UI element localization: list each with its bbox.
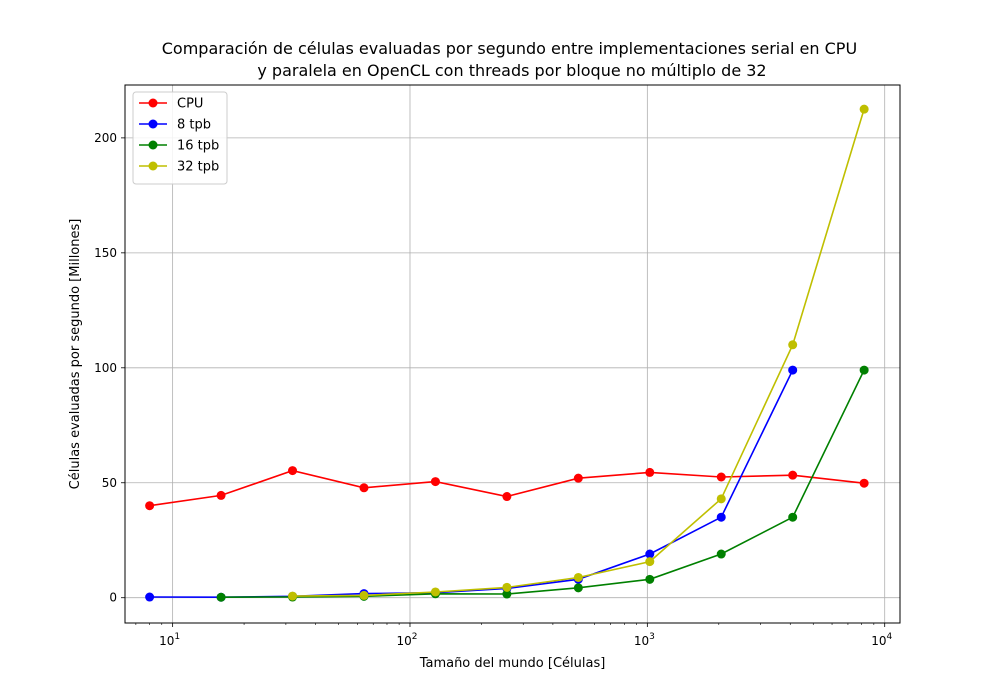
data-point-8-tpb <box>788 365 798 375</box>
legend-marker <box>148 119 158 129</box>
data-point-cpu <box>145 501 155 511</box>
data-point-32-tpb <box>716 494 726 504</box>
chart-title-line-2: y paralela en OpenCL con threads por blo… <box>257 61 766 80</box>
series-line-32-tpb <box>292 108 865 597</box>
data-point-16-tpb <box>645 574 655 584</box>
data-point-cpu <box>859 478 869 488</box>
x-tick-label: 102 <box>396 632 417 648</box>
data-point-32-tpb <box>573 572 583 582</box>
data-point-cpu <box>788 470 798 480</box>
y-tick-label: 50 <box>102 476 117 490</box>
data-point-32-tpb <box>430 587 440 597</box>
y-tick-label: 0 <box>109 591 117 605</box>
data-point-16-tpb <box>216 592 226 602</box>
y-tick-label: 100 <box>94 361 117 375</box>
legend-label: 32 tpb <box>177 160 219 175</box>
data-point-cpu <box>716 472 726 482</box>
data-point-32-tpb <box>502 582 512 592</box>
data-point-32-tpb <box>288 591 298 601</box>
legend-label: 16 tpb <box>177 139 219 154</box>
data-point-cpu <box>359 483 369 493</box>
data-point-32-tpb <box>359 590 369 600</box>
data-point-cpu <box>645 467 655 477</box>
data-point-16-tpb <box>573 583 583 593</box>
data-point-32-tpb <box>859 104 869 114</box>
legend-item-16-tpb: 16 tpb <box>139 139 219 154</box>
y-tick-label: 200 <box>94 131 117 145</box>
chart-title: Comparación de células evaluadas por seg… <box>162 39 863 80</box>
plot-area <box>124 84 901 624</box>
legend-item-cpu: CPU <box>139 97 203 112</box>
data-point-16-tpb <box>859 365 869 375</box>
legend-item-32-tpb: 32 tpb <box>139 160 219 175</box>
data-point-16-tpb <box>716 549 726 559</box>
legend-marker <box>148 161 158 171</box>
data-point-cpu <box>573 473 583 483</box>
legend-box <box>132 91 228 185</box>
chart-title-line-1: Comparación de células evaluadas por seg… <box>162 39 857 58</box>
y-axis-label: Células evaluadas por segundo [Millones] <box>68 219 83 490</box>
data-point-cpu <box>430 477 440 487</box>
data-point-32-tpb <box>788 340 798 350</box>
data-point-8-tpb <box>145 592 155 602</box>
x-tick-label: 103 <box>634 632 655 648</box>
legend-label: 8 tpb <box>177 118 211 133</box>
series-layer <box>145 104 869 602</box>
legend: CPU 8 tpb 16 tpb 32 tpb <box>132 91 228 185</box>
data-point-cpu <box>288 466 298 476</box>
data-point-cpu <box>502 492 512 502</box>
y-tick-label: 150 <box>94 246 117 260</box>
data-point-8-tpb <box>645 549 655 559</box>
legend-marker <box>148 140 158 150</box>
x-tick-label: 104 <box>871 632 892 648</box>
x-axis-label: Tamaño del mundo [Células] <box>419 656 606 671</box>
data-point-cpu <box>216 490 226 500</box>
series-cpu <box>145 466 869 511</box>
data-point-32-tpb <box>645 557 655 567</box>
grid <box>125 85 900 623</box>
legend-marker <box>148 98 158 108</box>
x-tick-label: 101 <box>159 632 180 648</box>
axes-ticks: 101 102 103 104 0 50 100 150 200 <box>94 131 892 648</box>
data-point-8-tpb <box>716 512 726 522</box>
data-point-16-tpb <box>502 589 512 599</box>
series-8-tpb <box>145 365 798 602</box>
series-line-16-tpb <box>221 369 865 599</box>
data-point-16-tpb <box>788 512 798 522</box>
legend-item-8-tpb: 8 tpb <box>139 118 211 133</box>
series-32-tpb <box>288 104 869 601</box>
series-16-tpb <box>216 365 869 602</box>
legend-label: CPU <box>177 97 203 112</box>
